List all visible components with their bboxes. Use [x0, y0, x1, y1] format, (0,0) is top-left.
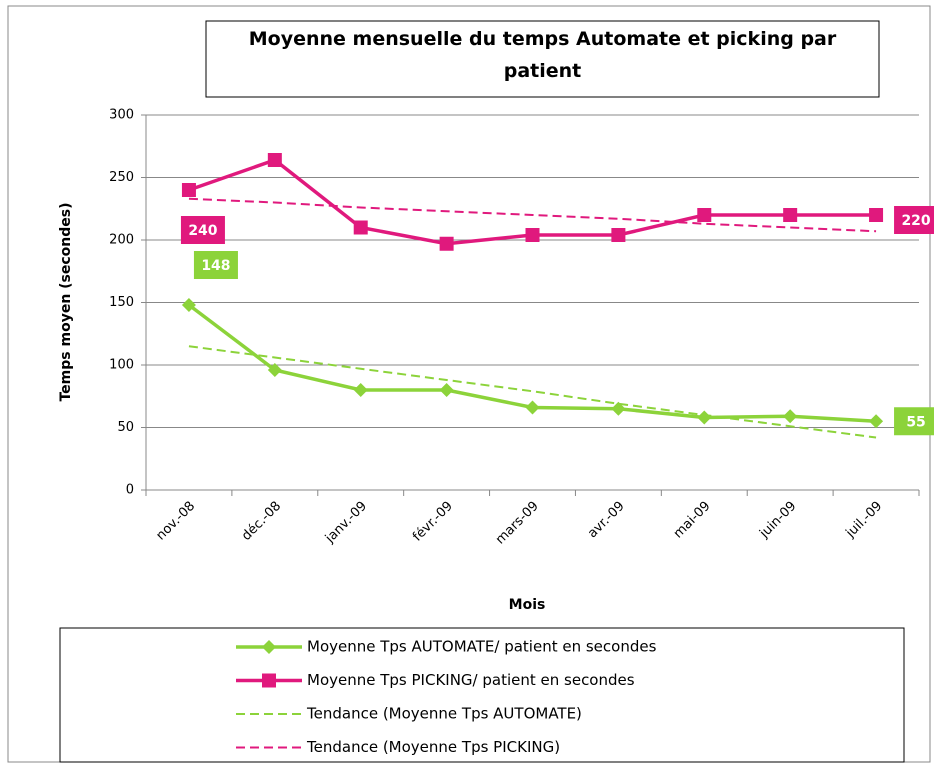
data-point — [697, 410, 712, 425]
y-tick-label: 200 — [109, 233, 134, 248]
legend-label: Moyenne Tps AUTOMATE/ patient en seconde… — [307, 638, 657, 656]
data-point — [525, 400, 540, 415]
title-wrap: Moyenne mensuelle du temps Automate et p… — [248, 28, 837, 82]
data-point — [267, 153, 282, 167]
data-label-box — [894, 407, 934, 436]
data-point — [353, 383, 368, 397]
chart-title: Moyenne mensuelle du temps Automate et p… — [248, 28, 837, 82]
legend-label: Tendance (Moyenne Tps PICKING) — [306, 738, 560, 756]
y-tick-label: 100 — [109, 358, 134, 373]
y-tick-label: 50 — [117, 420, 134, 435]
series-line — [188, 197, 877, 233]
y-axis-label: Temps moyen (secondes) — [58, 202, 74, 401]
data-point — [869, 414, 884, 429]
legend-marker — [262, 640, 276, 654]
data-point — [611, 228, 626, 242]
legend-label: Moyenne Tps PICKING/ patient en secondes — [307, 671, 635, 689]
data-point — [181, 298, 196, 312]
y-tick-label: 0 — [126, 483, 134, 498]
y-tick-label: 250 — [109, 170, 134, 185]
data-point — [869, 208, 884, 222]
data-point — [783, 208, 798, 222]
data-point — [439, 236, 454, 251]
y-tick-label: 300 — [109, 108, 134, 123]
data-point — [525, 228, 540, 242]
legend-marker — [262, 673, 276, 688]
data-label: 148 — [201, 258, 230, 274]
data-point — [783, 409, 798, 424]
data-label-box — [180, 216, 225, 244]
data-label: 55 — [906, 414, 925, 430]
y-tick-label: 150 — [109, 295, 134, 310]
x-axis-label: Mois — [509, 597, 546, 613]
data-point — [267, 363, 282, 377]
data-point — [181, 183, 196, 197]
data-point — [611, 401, 626, 416]
title-box — [205, 20, 880, 98]
legend-box — [59, 627, 905, 763]
data-point — [439, 383, 454, 397]
data-label: 240 — [188, 223, 217, 239]
legend-label: Tendance (Moyenne Tps AUTOMATE) — [306, 705, 582, 723]
data-point — [697, 208, 712, 222]
data-label-box — [894, 206, 934, 234]
data-point — [353, 220, 368, 235]
data-label: 220 — [901, 213, 930, 229]
data-label-box — [193, 251, 238, 279]
series-line — [188, 345, 877, 439]
